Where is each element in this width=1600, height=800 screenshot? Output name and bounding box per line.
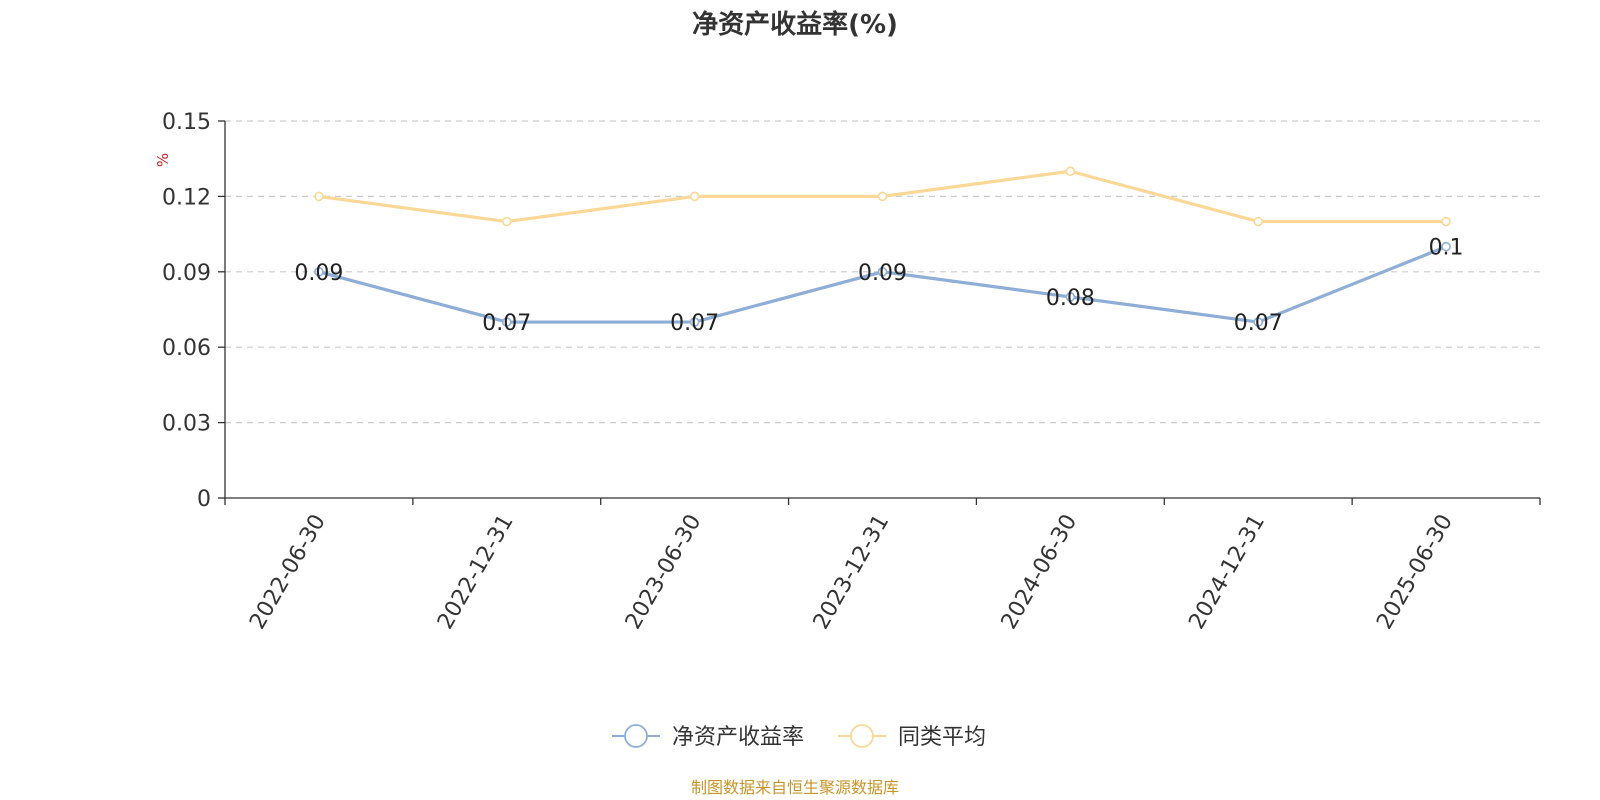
legend-item-0[interactable]: 净资产收益率 (612, 724, 804, 750)
legend-label: 净资产收益率 (672, 725, 804, 750)
data-label: 0.07 (670, 311, 719, 336)
data-point (689, 191, 700, 202)
x-tick-label: 2024-12-31 (1184, 510, 1270, 633)
data-label: 0.09 (294, 261, 343, 286)
legend[interactable]: 净资产收益率 同类平均 (612, 724, 986, 750)
y-tick-label: 0.15 (162, 110, 211, 135)
axes: 0 0.03 0.06 0.09 0.12 0.15 2022-06-30 2022-12-3… (162, 110, 1541, 634)
y-tick-label: 0.12 (162, 185, 211, 210)
data-point (1065, 292, 1076, 302)
data-point (877, 191, 888, 202)
data-label: 0.08 (1046, 286, 1095, 311)
source-note: 制图数据来自恒生聚源数据库 (691, 778, 899, 797)
y-tick-label: 0 (197, 487, 211, 512)
x-tick-label: 2024-06-30 (997, 510, 1083, 633)
x-tick-label: 2023-12-31 (809, 510, 895, 633)
data-point (501, 317, 512, 327)
data-point (1253, 317, 1264, 327)
data-point (501, 216, 512, 227)
data-point (877, 266, 888, 277)
data-labels: 0.09 0.07 0.07 0.09 0.08 0.07 0.1 (294, 236, 1463, 336)
legend-label: 同类平均 (898, 725, 986, 750)
legend-circle-icon (850, 724, 874, 748)
data-label: 0.1 (1429, 236, 1464, 261)
series-lines (314, 166, 1451, 327)
data-point (314, 191, 324, 202)
data-point (1441, 216, 1451, 227)
chart-title: 净资产收益率(%) (692, 9, 898, 40)
data-label: 0.07 (482, 311, 531, 336)
data-label: 0.09 (858, 261, 907, 286)
legend-circle-icon (624, 724, 648, 748)
legend-item-1[interactable]: 同类平均 (838, 724, 986, 750)
data-point (1253, 216, 1264, 227)
x-tick-label: 2025-06-30 (1372, 510, 1458, 633)
y-axis-unit-label: % (154, 153, 172, 167)
y-tick-label: 0.03 (162, 412, 211, 437)
x-tick-label: 2022-12-31 (433, 510, 519, 633)
data-point (689, 317, 700, 327)
data-point (1065, 166, 1076, 177)
y-tick-label: 0.09 (162, 261, 211, 286)
y-tick-label: 0.06 (162, 336, 211, 361)
data-label: 0.07 (1234, 311, 1283, 336)
data-point (314, 266, 324, 277)
x-tick-label: 2022-06-30 (245, 510, 331, 633)
x-tick-label: 2023-06-30 (621, 510, 707, 633)
data-point (1441, 241, 1451, 252)
